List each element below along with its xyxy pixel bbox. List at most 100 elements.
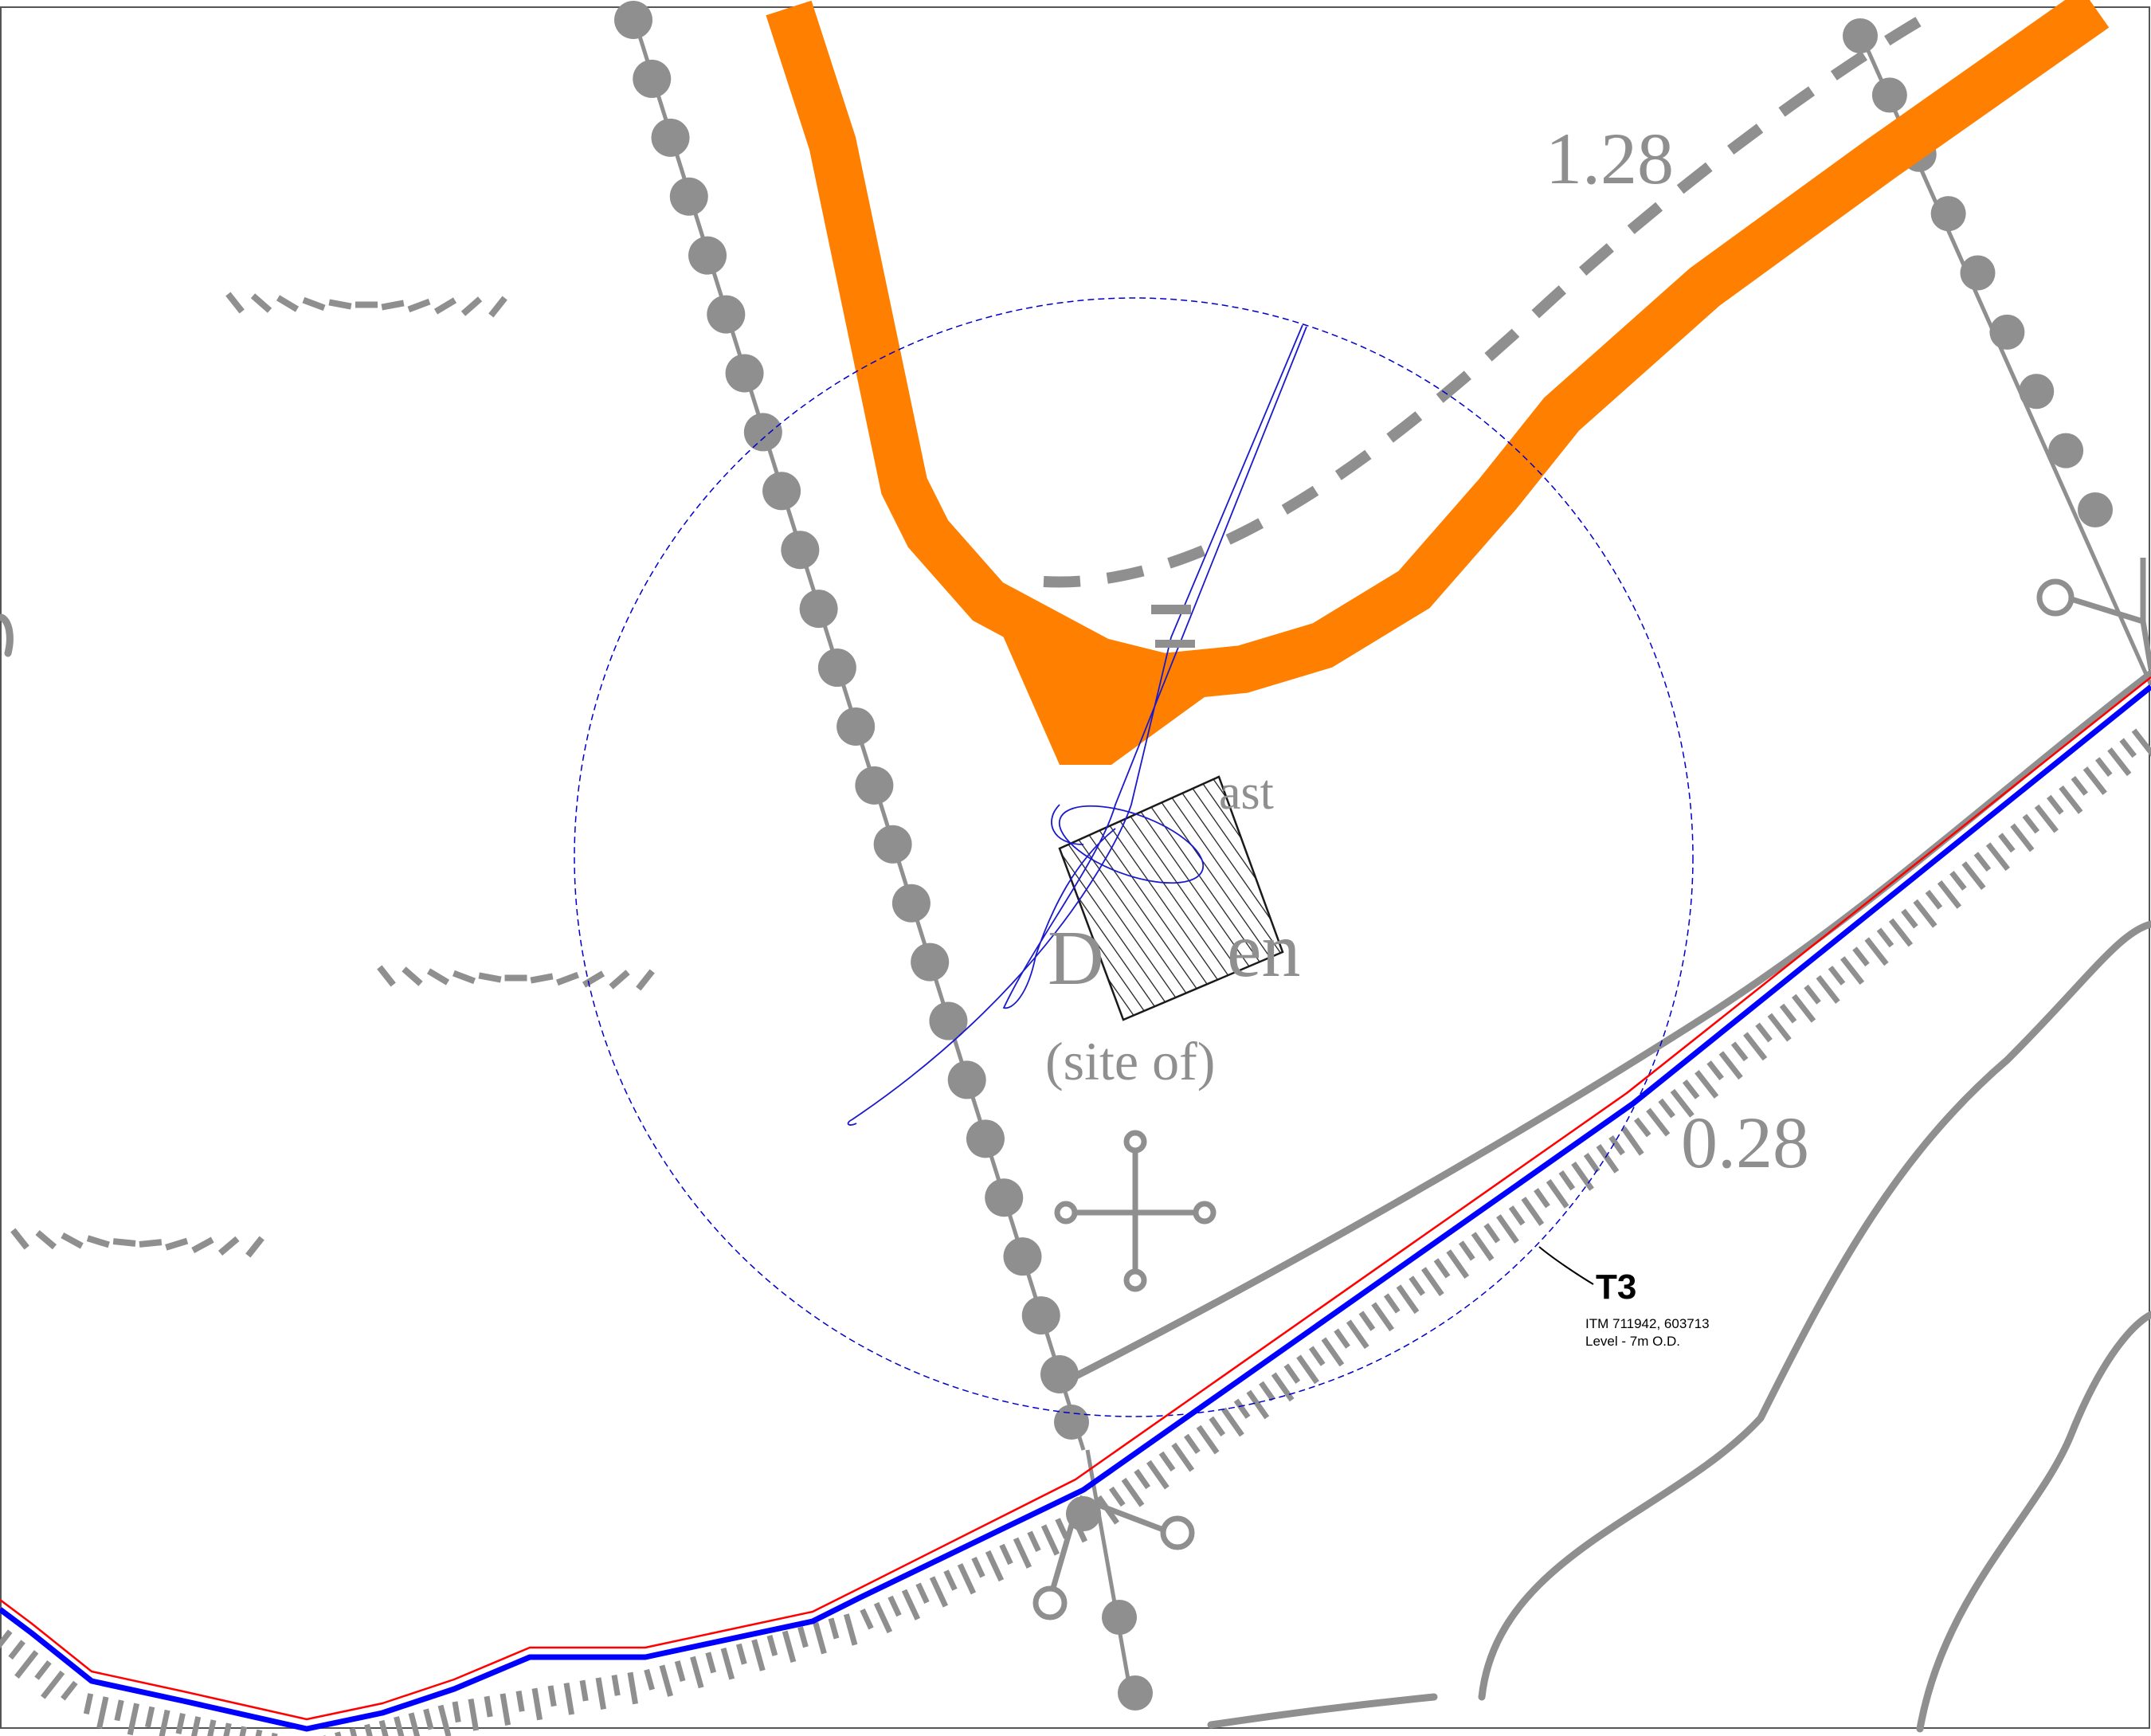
hachure [407,298,431,313]
bank-hachure [1396,1284,1420,1315]
bank-hachure [901,1589,921,1620]
bank-hachure [1546,1179,1569,1209]
bank-hachure [735,1643,747,1665]
hachure [139,1239,163,1248]
bank-hachure [190,1716,202,1736]
bank-hachure [563,1683,575,1715]
bank-hachure [1371,1302,1394,1332]
bank-hachure [1913,899,1937,928]
bank-hachure [159,1709,170,1736]
bank-hachure [1973,852,1992,872]
hedge-dot [947,1060,986,1099]
bank-hachure [1864,937,1889,966]
bank-hachure [271,1732,278,1736]
bank-hachure [2071,776,2089,796]
bank-hachure [1888,918,1914,947]
bank-hachure [1937,880,1962,909]
bank-hachure [1121,1477,1145,1507]
route-corridor-point [988,602,1243,765]
bank-hachure [1961,861,1986,890]
bank-hachure [1755,1022,1773,1043]
bank-hachure [127,1703,140,1736]
hachure [402,966,423,986]
bank-hachure [364,1723,373,1736]
t3-level: Level - 7m O.D. [1585,1334,1680,1349]
bank-hachure [547,1685,557,1707]
bank-hachure [1767,1013,1792,1042]
hachure [61,1232,84,1249]
hachure [276,295,300,312]
bank-hachure [929,1576,949,1608]
bank-hachure [860,1608,874,1630]
hachure [426,968,450,986]
bank-hachure [659,1664,673,1697]
bank-hachure [1158,1451,1176,1472]
hachure [165,1237,189,1251]
bank-hachure [2047,794,2064,815]
bank-hachure [2022,813,2040,834]
bank-hachure [690,1656,704,1689]
hedge-dot [743,413,782,452]
hatched-building [1058,775,1284,1021]
hachure [452,970,476,985]
t3-label: T3 [1596,1268,1636,1307]
river-edge-right [1916,1311,2151,1733]
bank-hachure [1209,1416,1226,1436]
bank-hachure [1146,1460,1170,1490]
bank-hachure [2107,747,2132,777]
site-text-initial: D [1048,915,1104,1001]
bank-hachure [1259,1381,1275,1401]
bank-hachure [1608,1134,1625,1156]
hedge-dot [1989,314,2025,350]
bank-hachure [1334,1328,1350,1349]
bank-hachure [239,1726,248,1736]
hedge-dots [614,1,2113,1711]
bank-hachure [1792,993,1816,1023]
bank-hachure [335,1731,342,1736]
bank-hachure [34,1660,52,1680]
bank-hachure [797,1626,809,1648]
bank-hachure [766,1634,778,1656]
hedge-dot [1960,255,1996,291]
hachure [86,1235,110,1248]
hachure [433,297,457,315]
bank-hachure [145,1706,155,1728]
hedge-dot [725,354,764,393]
bank-hachure [1985,842,2010,872]
hachure [636,969,655,991]
bank-hachure [1283,1363,1301,1384]
bank-hachure [2034,804,2059,833]
bank-hachure [1433,1258,1451,1279]
bank-hachure [627,1671,639,1705]
hedge-dot [2078,492,2113,527]
bank-hachure [96,1696,109,1729]
hedge-dot [891,884,931,923]
hachure [381,300,405,311]
hachure [478,972,502,983]
bank-hachure [255,1729,263,1736]
bank-hachure [1779,1003,1797,1024]
bank-hachure [971,1556,985,1578]
hachure [582,970,605,988]
hedge-dot [1871,77,1907,113]
bank-hachure [1706,1060,1724,1080]
hachure [112,1238,136,1247]
bank-hachure [2059,785,2083,814]
river-edge-middle [1478,920,2151,1701]
hachure [250,293,272,313]
bank-hachure [452,1701,461,1723]
bank-hachure [61,1680,78,1701]
bank-hachure [1695,1070,1719,1099]
hedge-dot [1040,1355,1079,1393]
bank-hachure [1558,1170,1576,1191]
hachure [225,292,245,314]
bank-hachure [1171,1442,1195,1472]
buffer-circle [574,297,1694,1417]
bank-hachure [1083,1503,1101,1525]
anchor-symbol-icon [1032,558,2151,1620]
hedge-dot [985,1178,1024,1217]
bank-hachure [1446,1249,1470,1279]
bank-hachure [1534,1188,1550,1209]
hachure [377,965,396,987]
bank-hachure [1571,1162,1594,1191]
